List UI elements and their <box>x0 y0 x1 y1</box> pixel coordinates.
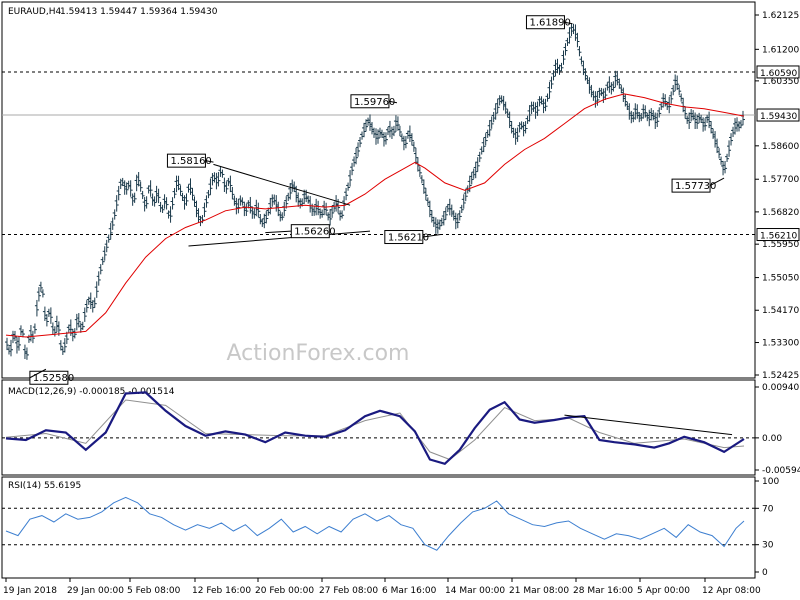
x-axis-label: 5 Apr 00:00 <box>637 586 690 596</box>
price-annotation-leader <box>564 21 573 25</box>
price-annotation-leader <box>709 177 725 187</box>
price-axis-label: 1.54170 <box>762 306 799 316</box>
x-axis-label: 27 Feb 08:00 <box>319 586 378 596</box>
price-axis-label: 1.61200 <box>762 45 799 55</box>
rsi-layer <box>2 496 755 551</box>
level-label: 1.60590 <box>760 69 797 79</box>
price-axis-label: 1.57700 <box>762 175 799 185</box>
price-axis-label: 1.58600 <box>762 142 799 152</box>
rsi-line <box>5 496 745 551</box>
symbol-label: EURAUD,H4 <box>8 7 61 17</box>
x-axis-label: 12 Feb 16:00 <box>192 586 251 596</box>
price-annotation-leader <box>29 368 47 379</box>
x-axis-label: 12 Apr 08:00 <box>702 586 761 596</box>
price-panel-frame <box>1 1 756 379</box>
price-axis-label: 1.52425 <box>762 371 799 381</box>
macd-title: MACD(12,26,9) -0.000185 -0.001514 <box>8 387 175 397</box>
price-annotation-leader <box>388 100 398 104</box>
rsi-axis-label: 0 <box>762 568 768 578</box>
x-axis-label: 29 Jan 00:00 <box>67 586 124 596</box>
price-annotation-label: 1.52580 <box>33 373 74 384</box>
price-annotation-leader <box>422 234 441 238</box>
rsi-title: RSI(14) 55.6195 <box>8 481 81 491</box>
price-annotation-label: 1.57730 <box>675 181 716 192</box>
x-axis-label: 21 Mar 08:00 <box>509 586 569 596</box>
macd-axis-label: 0.00 <box>762 434 782 444</box>
x-axis-label: 20 Feb 00:00 <box>255 586 314 596</box>
x-axis-label: 6 Mar 16:00 <box>382 586 437 596</box>
level-tag <box>756 108 800 122</box>
x-axis-label: 14 Mar 00:00 <box>445 586 505 596</box>
price-axis-label: 1.60350 <box>762 77 799 87</box>
price-axis-label: 1.56820 <box>762 208 799 218</box>
price-annotation-label: 1.59760 <box>354 97 395 108</box>
price-axis-label: 1.55050 <box>762 274 799 284</box>
rsi-axis-label: 30 <box>762 541 774 551</box>
price-annotation-leader <box>265 230 292 234</box>
ohlc-readout: 1.59413 1.59447 1.59364 1.59430 <box>60 7 218 17</box>
macd-line <box>5 391 745 466</box>
x-axis-label: 5 Feb 08:00 <box>127 586 181 596</box>
price-annotation-label: 1.56260 <box>294 227 335 238</box>
price-annotation-label: 1.56210 <box>388 233 429 244</box>
rsi-axis-label: 100 <box>762 477 779 487</box>
watermark: ActionForex.com <box>227 341 410 366</box>
macd-trendline <box>564 414 733 436</box>
trendline <box>213 163 351 206</box>
price-annotation-label: 1.58160 <box>170 156 211 167</box>
price-layer: 1.61890 1.59760 1.58160 1.56260 1.56210 1.577… <box>2 15 755 385</box>
rsi-axis-label: 70 <box>762 504 774 514</box>
price-annotation-label: 1.61890 <box>529 18 570 29</box>
x-axis-label: 28 Mar 16:00 <box>573 586 633 596</box>
rsi-panel-frame <box>1 476 756 579</box>
level-label: 1.56210 <box>760 232 797 242</box>
price-axis-label: 1.53300 <box>762 339 799 349</box>
trendline <box>188 230 371 247</box>
price-annotation-leader <box>205 160 214 163</box>
moving-average-line <box>5 93 745 338</box>
price-axis-label: 1.55950 <box>762 240 799 250</box>
axis-layer: 1.60590 1.59430 1.56210 1.62125 1.61200 1.603… <box>3 11 800 596</box>
x-axis-label: 19 Jan 2018 <box>3 586 57 596</box>
macd-panel-frame <box>1 379 756 476</box>
macd-layer <box>2 391 755 466</box>
macd-axis-label: 0.009407 <box>762 383 800 393</box>
level-label: 1.59430 <box>760 112 797 122</box>
level-tag <box>756 65 800 79</box>
price-axis-label: 1.62125 <box>762 11 799 21</box>
macd-axis-label: -0.00594 <box>762 466 800 476</box>
level-tag <box>756 228 800 242</box>
